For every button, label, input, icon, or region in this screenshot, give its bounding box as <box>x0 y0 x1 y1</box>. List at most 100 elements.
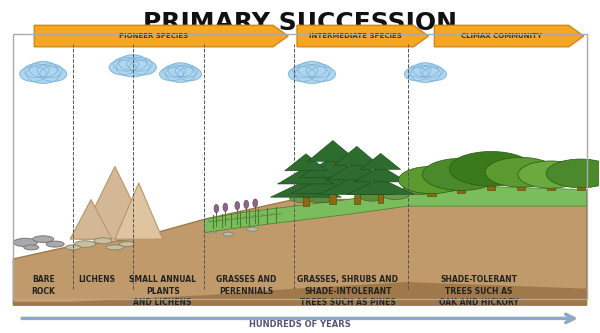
Ellipse shape <box>485 158 557 187</box>
Ellipse shape <box>119 242 134 246</box>
Polygon shape <box>334 146 379 165</box>
Polygon shape <box>284 154 327 171</box>
Ellipse shape <box>246 227 258 231</box>
Circle shape <box>295 65 329 83</box>
Polygon shape <box>271 180 341 197</box>
Bar <box>303 197 309 206</box>
Ellipse shape <box>290 193 316 203</box>
Circle shape <box>298 62 326 77</box>
Polygon shape <box>434 25 584 47</box>
Polygon shape <box>297 25 428 47</box>
Ellipse shape <box>398 166 464 194</box>
Ellipse shape <box>106 245 124 250</box>
Circle shape <box>113 57 139 71</box>
Bar <box>329 193 337 204</box>
Ellipse shape <box>204 229 217 233</box>
Bar <box>353 194 360 204</box>
Ellipse shape <box>244 200 248 208</box>
Ellipse shape <box>518 161 584 188</box>
Circle shape <box>308 67 335 82</box>
Bar <box>378 194 383 203</box>
Polygon shape <box>319 176 394 194</box>
Ellipse shape <box>360 192 383 201</box>
Circle shape <box>422 67 446 81</box>
Bar <box>457 174 466 193</box>
Circle shape <box>306 64 331 78</box>
Ellipse shape <box>223 203 228 211</box>
Polygon shape <box>291 173 374 193</box>
Bar <box>427 180 436 196</box>
Text: LICHENS: LICHENS <box>79 275 115 284</box>
Circle shape <box>168 63 193 77</box>
Polygon shape <box>13 193 587 305</box>
Polygon shape <box>347 178 414 194</box>
Polygon shape <box>13 282 587 305</box>
Bar <box>577 173 585 189</box>
Ellipse shape <box>306 192 336 203</box>
Text: SMALL ANNUAL
PLANTS
AND LICHENS: SMALL ANNUAL PLANTS AND LICHENS <box>129 275 196 307</box>
Circle shape <box>289 67 315 82</box>
Ellipse shape <box>422 158 500 190</box>
Circle shape <box>408 65 431 77</box>
Circle shape <box>130 60 156 75</box>
Ellipse shape <box>65 245 80 250</box>
Circle shape <box>163 65 186 77</box>
Polygon shape <box>115 183 163 239</box>
Bar <box>487 169 495 189</box>
Ellipse shape <box>235 201 239 210</box>
Ellipse shape <box>94 238 112 244</box>
Circle shape <box>40 67 67 82</box>
Circle shape <box>119 55 147 71</box>
Polygon shape <box>79 166 151 239</box>
Text: CLIMAX COMMUNITY: CLIMAX COMMUNITY <box>461 33 542 39</box>
Ellipse shape <box>24 245 39 250</box>
Circle shape <box>166 66 196 82</box>
Ellipse shape <box>214 204 219 213</box>
Ellipse shape <box>449 152 533 186</box>
Circle shape <box>175 65 198 77</box>
Circle shape <box>178 67 202 81</box>
Bar <box>517 172 525 189</box>
Ellipse shape <box>253 199 257 207</box>
Text: PRIMARY SUCCESSION: PRIMARY SUCCESSION <box>143 11 457 35</box>
Circle shape <box>404 67 428 81</box>
Circle shape <box>37 64 62 78</box>
Polygon shape <box>299 157 366 177</box>
Polygon shape <box>308 141 358 161</box>
Circle shape <box>420 65 443 77</box>
Ellipse shape <box>382 189 409 199</box>
Circle shape <box>410 66 440 82</box>
Polygon shape <box>70 199 112 239</box>
Circle shape <box>26 65 60 83</box>
Ellipse shape <box>434 180 464 191</box>
Text: GRASSES, SHRUBS AND
SHADE-INTOLERANT
TREES SUCH AS PINES: GRASSES, SHRUBS AND SHADE-INTOLERANT TRE… <box>297 275 398 307</box>
Ellipse shape <box>223 232 234 236</box>
Ellipse shape <box>546 159 600 188</box>
Text: BARE
ROCK: BARE ROCK <box>31 275 55 296</box>
Circle shape <box>160 67 184 81</box>
Polygon shape <box>361 154 401 169</box>
Circle shape <box>109 60 136 75</box>
Circle shape <box>24 64 49 78</box>
Bar <box>547 174 555 189</box>
Ellipse shape <box>74 241 95 247</box>
Circle shape <box>293 64 318 78</box>
Ellipse shape <box>403 183 436 194</box>
Polygon shape <box>326 161 387 180</box>
Polygon shape <box>34 25 288 47</box>
Text: HUNDREDS OF YEARS: HUNDREDS OF YEARS <box>249 320 351 329</box>
Ellipse shape <box>33 236 53 242</box>
Text: INTERMEDIATE SPECIES: INTERMEDIATE SPECIES <box>309 33 401 39</box>
Ellipse shape <box>13 238 37 246</box>
Circle shape <box>413 63 438 77</box>
Polygon shape <box>278 167 334 184</box>
Polygon shape <box>205 186 587 232</box>
Text: SHADE-TOLERANT
TREES SUCH AS
OAK AND HICKORY: SHADE-TOLERANT TREES SUCH AS OAK AND HIC… <box>439 275 519 307</box>
Text: GRASSES AND
PERENNIALS: GRASSES AND PERENNIALS <box>216 275 277 296</box>
Circle shape <box>116 58 149 77</box>
Ellipse shape <box>46 241 64 247</box>
Text: PIONEER SPECIES: PIONEER SPECIES <box>119 33 188 39</box>
Circle shape <box>127 57 152 71</box>
Polygon shape <box>354 166 407 182</box>
Circle shape <box>20 67 47 82</box>
